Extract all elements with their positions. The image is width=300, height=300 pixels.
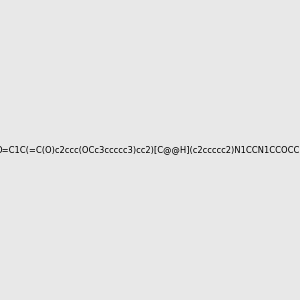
Text: O=C1C(=C(O)c2ccc(OCc3ccccc3)cc2)[C@@H](c2ccccc2)N1CCN1CCOCC1: O=C1C(=C(O)c2ccc(OCc3ccccc3)cc2)[C@@H](c… [0, 146, 300, 154]
